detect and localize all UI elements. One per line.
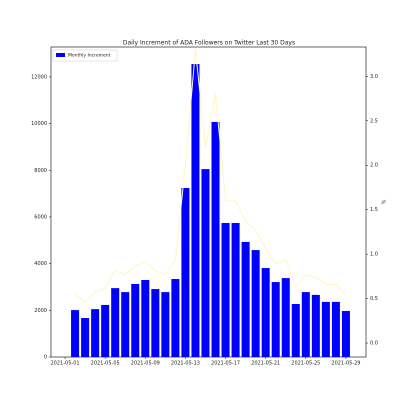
bar (331, 301, 340, 357)
y-tick-label: 4000 (34, 261, 47, 267)
y-tick-label: 10000 (31, 121, 47, 127)
x-tick-label: 2021-05-17 (211, 361, 240, 367)
bar (211, 121, 220, 358)
y2-tick-label: 0.5 (370, 296, 378, 302)
y-tick-label: 2000 (34, 308, 47, 314)
y2-tick-label: 1.0 (370, 252, 378, 258)
bar (281, 278, 290, 357)
bar (161, 292, 170, 357)
bar (181, 187, 190, 357)
bar (251, 250, 260, 357)
y-tick-label: 6000 (34, 214, 47, 220)
legend-box (52, 49, 118, 62)
y-tick-label: 0 (44, 355, 47, 361)
bar (271, 282, 280, 357)
bar (101, 304, 110, 357)
y2-tick-label: 2.0 (370, 163, 378, 169)
chart-title: Daily Increment of ADA Followers on Twit… (123, 40, 295, 47)
bar (121, 292, 130, 357)
bar (151, 289, 160, 357)
y2-tick-label: 3.0 (370, 74, 378, 80)
bar (91, 309, 100, 357)
bar (341, 311, 350, 357)
legend-swatch (56, 53, 65, 57)
line (74, 49, 347, 303)
y-tick-label: 8000 (34, 168, 47, 174)
y2-axis-label: % (380, 200, 386, 205)
x-tick-label: 2021-05-21 (251, 361, 280, 367)
bar (241, 241, 250, 357)
bar (111, 288, 120, 357)
bar (191, 64, 200, 358)
bar (171, 279, 180, 357)
bar (311, 294, 320, 357)
y2-tick-label: 0.0 (370, 341, 378, 347)
bar (81, 318, 90, 357)
y2-tick-label: 1.5 (370, 207, 378, 213)
x-tick-label: 2021-05-13 (171, 361, 200, 367)
x-tick-label: 2021-05-25 (291, 361, 320, 367)
x-tick-label: 2021-05-05 (91, 361, 120, 367)
bar (131, 283, 140, 357)
bar (71, 310, 80, 357)
x-tick-label: 2021-05-09 (131, 361, 160, 367)
legend-label: Monthly Increment (68, 53, 111, 59)
bar (291, 304, 300, 357)
bar (301, 292, 310, 357)
bar (231, 223, 240, 357)
bar (261, 268, 270, 357)
x-tick-label: 2021-05-01 (51, 361, 80, 367)
bar (201, 169, 210, 357)
bar (321, 301, 330, 357)
x-tick-label: 2021-05-29 (331, 361, 360, 367)
bar (141, 279, 150, 357)
bar (221, 223, 230, 357)
y-tick-label: 12000 (31, 74, 47, 80)
y2-tick-label: 2.5 (370, 118, 378, 124)
